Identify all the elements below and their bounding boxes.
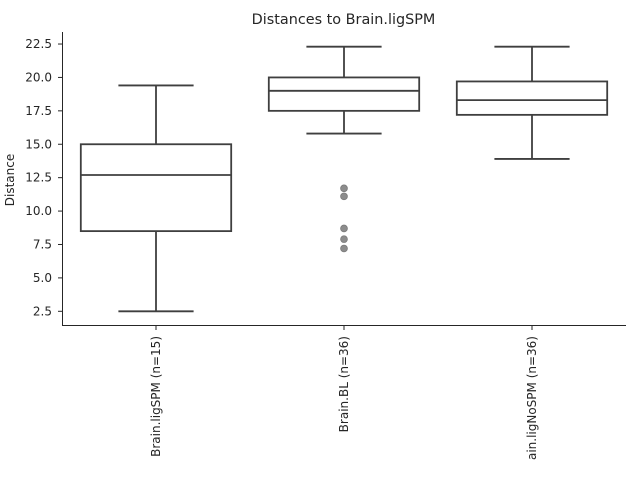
- y-tick-label: 5.0: [33, 271, 52, 285]
- iqr-box: [455, 80, 609, 116]
- y-tick-label: 2.5: [33, 304, 52, 318]
- outlier-point: [340, 244, 348, 253]
- y-tick-label: 20.0: [25, 70, 52, 84]
- outlier-point: [340, 192, 348, 201]
- x-tick-label: ain.ligNoSPM (n=36): [525, 336, 539, 460]
- x-axis-ticks: Brain.ligSPM (n=15) Brain.BL (n=36) ain.li…: [149, 326, 539, 460]
- box-group: [79, 84, 233, 313]
- iqr-box: [79, 143, 233, 233]
- box-group: [455, 45, 609, 160]
- y-axis-title: Distance: [3, 154, 17, 206]
- y-tick-label: 22.5: [25, 37, 52, 51]
- y-axis-ticks: 2.5 5.0 7.5 10.0 12.5 15.0 17.5 20.0 22.5: [25, 37, 62, 318]
- box-series: [79, 45, 609, 313]
- outlier-point: [340, 235, 348, 243]
- outlier-point: [340, 184, 348, 193]
- x-tick-label: Brain.BL (n=36): [337, 336, 351, 432]
- chart-title: Distances to Brain.ligSPM: [252, 12, 436, 28]
- x-tick-label: Brain.ligSPM (n=15): [149, 336, 163, 457]
- y-tick-label: 17.5: [25, 104, 52, 118]
- iqr-box: [267, 76, 421, 112]
- outlier-point: [340, 224, 348, 233]
- y-tick-label: 12.5: [25, 171, 52, 185]
- y-tick-label: 15.0: [25, 137, 52, 151]
- y-tick-label: 7.5: [33, 237, 52, 251]
- box-group: [267, 45, 421, 253]
- y-tick-label: 10.0: [25, 204, 52, 218]
